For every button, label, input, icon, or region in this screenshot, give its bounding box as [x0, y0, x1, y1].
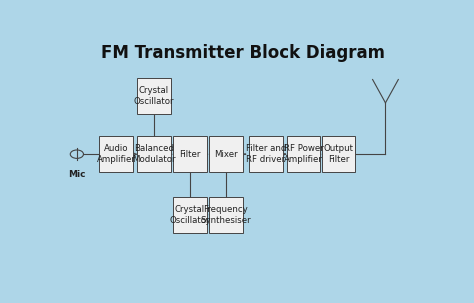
Text: Output
Filter: Output Filter	[323, 144, 354, 164]
Text: Audio
Amplifier: Audio Amplifier	[97, 144, 136, 164]
Text: Filter: Filter	[179, 150, 201, 159]
Bar	[173, 136, 207, 172]
Bar	[287, 136, 320, 172]
Bar	[137, 136, 171, 172]
Text: Balanced
Modulator: Balanced Modulator	[132, 144, 176, 164]
Text: FM Transmitter Block Diagram: FM Transmitter Block Diagram	[101, 44, 385, 62]
Text: Frequency
Synthesiser: Frequency Synthesiser	[201, 205, 251, 225]
Bar	[321, 136, 356, 172]
Text: Mic: Mic	[68, 169, 86, 178]
Text: Mixer: Mixer	[214, 150, 237, 159]
Bar	[209, 197, 243, 233]
Bar	[99, 136, 133, 172]
Bar	[249, 136, 283, 172]
Bar	[173, 197, 207, 233]
Bar	[137, 78, 171, 114]
Text: RF Power
Amplifier: RF Power Amplifier	[283, 144, 323, 164]
Text: Filter and
RF driver: Filter and RF driver	[246, 144, 286, 164]
Text: Crystal
Oscillator: Crystal Oscillator	[134, 86, 174, 106]
Bar	[209, 136, 243, 172]
Text: Crystal
Oscillator: Crystal Oscillator	[169, 205, 210, 225]
